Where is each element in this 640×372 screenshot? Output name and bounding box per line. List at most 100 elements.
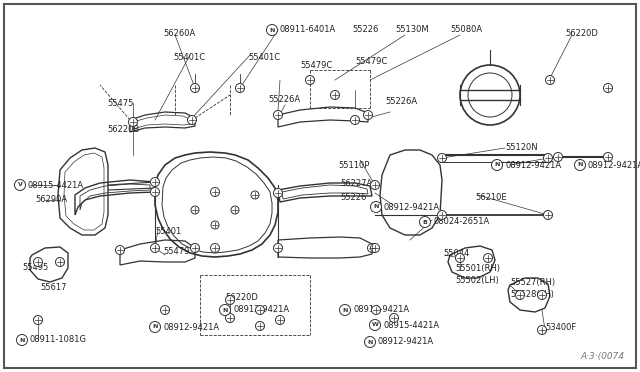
Circle shape xyxy=(543,211,552,219)
Text: 53400F: 53400F xyxy=(545,324,576,333)
Text: B: B xyxy=(422,219,428,224)
Circle shape xyxy=(575,160,586,170)
Text: 08911-6401A: 08911-6401A xyxy=(280,26,336,35)
Circle shape xyxy=(115,246,125,254)
Circle shape xyxy=(56,257,65,266)
Text: 56220D: 56220D xyxy=(565,29,598,38)
Circle shape xyxy=(231,206,239,214)
Circle shape xyxy=(150,321,161,333)
Text: 08912-9421A: 08912-9421A xyxy=(353,305,409,314)
Circle shape xyxy=(604,153,612,161)
Text: 55120N: 55120N xyxy=(505,144,538,153)
Text: N: N xyxy=(494,163,500,167)
Text: 55401: 55401 xyxy=(155,228,181,237)
Text: 55110P: 55110P xyxy=(338,160,369,170)
Circle shape xyxy=(33,315,42,324)
Text: 55226A: 55226A xyxy=(268,96,300,105)
Circle shape xyxy=(150,187,159,196)
Circle shape xyxy=(515,291,525,299)
Circle shape xyxy=(220,305,230,315)
Circle shape xyxy=(150,177,159,186)
Circle shape xyxy=(367,244,376,253)
Circle shape xyxy=(371,305,381,314)
Circle shape xyxy=(275,315,285,324)
Text: 55617: 55617 xyxy=(40,282,67,292)
Text: 08024-2651A: 08024-2651A xyxy=(433,218,489,227)
Text: 08912-9421A: 08912-9421A xyxy=(163,323,219,331)
Text: 55226: 55226 xyxy=(352,26,378,35)
Text: 55475: 55475 xyxy=(107,99,133,108)
Circle shape xyxy=(188,115,196,125)
Circle shape xyxy=(129,118,138,126)
Circle shape xyxy=(236,83,244,93)
Circle shape xyxy=(251,191,259,199)
Text: N: N xyxy=(577,163,582,167)
Circle shape xyxy=(191,83,200,93)
Circle shape xyxy=(273,189,282,198)
Text: 55479: 55479 xyxy=(163,247,189,257)
Text: 55226A: 55226A xyxy=(385,97,417,106)
Text: 08912-9421A: 08912-9421A xyxy=(505,160,561,170)
Circle shape xyxy=(273,110,282,119)
Text: N: N xyxy=(152,324,157,330)
Text: N: N xyxy=(342,308,348,312)
Text: 55495: 55495 xyxy=(22,263,48,272)
Circle shape xyxy=(17,334,28,346)
Circle shape xyxy=(538,291,547,299)
Text: 55401C: 55401C xyxy=(173,52,205,61)
Circle shape xyxy=(554,153,563,161)
Text: N: N xyxy=(222,308,228,312)
Text: 55044: 55044 xyxy=(443,248,469,257)
Text: A·3·(0074: A·3·(0074 xyxy=(580,352,624,360)
Text: W: W xyxy=(372,323,378,327)
Circle shape xyxy=(211,221,219,229)
Circle shape xyxy=(211,187,220,196)
Text: 08915-4421A: 08915-4421A xyxy=(383,321,439,330)
Circle shape xyxy=(351,115,360,125)
Circle shape xyxy=(456,253,465,263)
Text: 56260A: 56260A xyxy=(163,29,195,38)
Text: 55501(RH): 55501(RH) xyxy=(455,263,500,273)
Circle shape xyxy=(161,305,170,314)
Circle shape xyxy=(419,217,431,228)
Circle shape xyxy=(330,90,339,99)
Text: 55130M: 55130M xyxy=(395,26,429,35)
Circle shape xyxy=(371,244,380,253)
Circle shape xyxy=(438,154,447,163)
Circle shape xyxy=(390,314,399,323)
Circle shape xyxy=(255,321,264,330)
Text: N: N xyxy=(367,340,372,344)
Text: N: N xyxy=(19,337,25,343)
Text: V: V xyxy=(17,183,22,187)
Text: 56220B: 56220B xyxy=(107,125,140,135)
Circle shape xyxy=(369,320,381,330)
Text: 56210E: 56210E xyxy=(475,192,507,202)
Text: N: N xyxy=(373,205,379,209)
Circle shape xyxy=(191,206,199,214)
Text: 55226: 55226 xyxy=(340,192,366,202)
Circle shape xyxy=(191,244,200,253)
Circle shape xyxy=(266,25,278,35)
Text: 55479C: 55479C xyxy=(355,58,387,67)
Circle shape xyxy=(545,76,554,84)
Circle shape xyxy=(225,295,234,305)
Circle shape xyxy=(538,326,547,334)
Circle shape xyxy=(33,257,42,266)
Text: 55527(RH): 55527(RH) xyxy=(510,278,555,286)
Text: 08911-1081G: 08911-1081G xyxy=(30,336,87,344)
Circle shape xyxy=(371,180,380,189)
Text: 55080A: 55080A xyxy=(450,26,482,35)
Circle shape xyxy=(273,244,282,253)
Text: 55528(LH): 55528(LH) xyxy=(510,289,554,298)
Circle shape xyxy=(150,244,159,253)
Circle shape xyxy=(339,305,351,315)
Text: 08912-9421A: 08912-9421A xyxy=(384,202,440,212)
Text: 55479C: 55479C xyxy=(300,61,332,70)
Text: 56227A: 56227A xyxy=(340,179,372,187)
Text: 56220D: 56220D xyxy=(225,292,258,301)
Text: 08912-9421A: 08912-9421A xyxy=(378,337,434,346)
Circle shape xyxy=(15,180,26,190)
Circle shape xyxy=(225,314,234,323)
Circle shape xyxy=(492,160,502,170)
Circle shape xyxy=(438,211,447,219)
